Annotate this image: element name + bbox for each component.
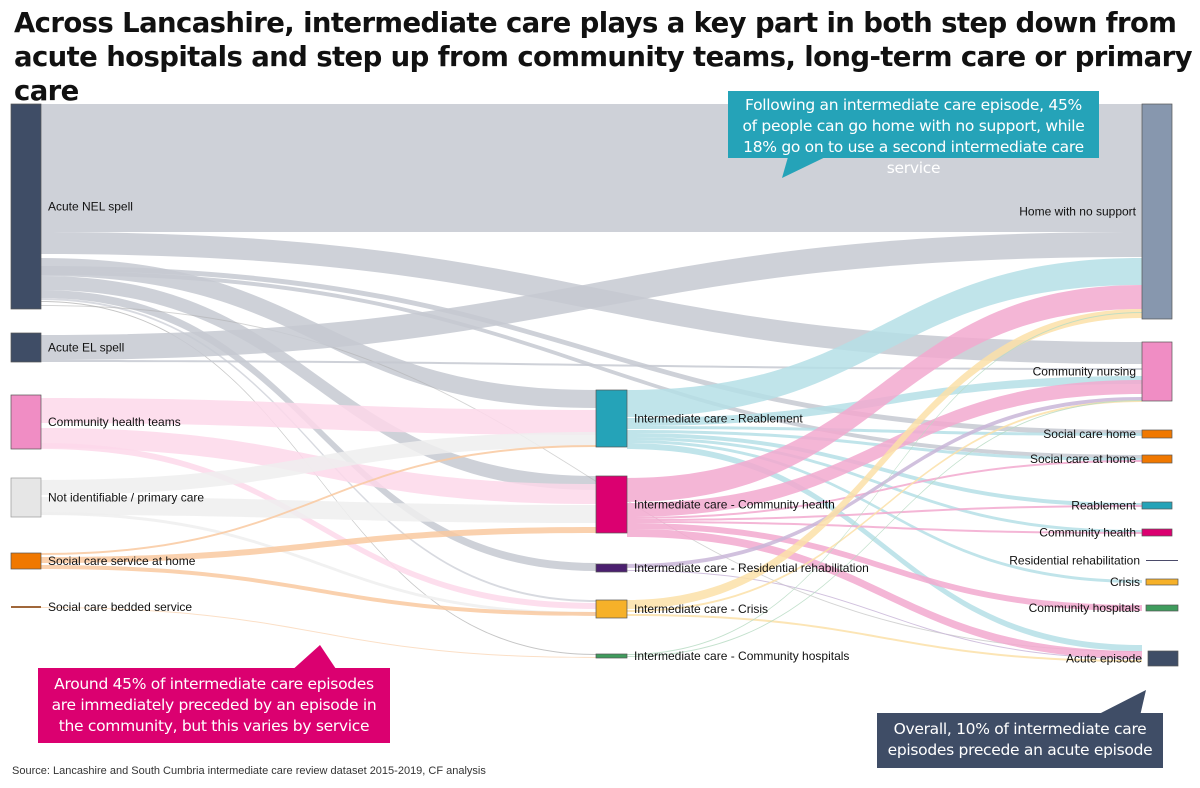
- flow-link: [41, 527, 596, 563]
- flow-link: [627, 400, 1142, 657]
- intermediate-node[interactable]: [595, 653, 628, 659]
- flow-link: [627, 426, 1142, 436]
- outcome-label: Social care at home: [1030, 452, 1136, 466]
- flow-link: [41, 607, 596, 658]
- outcome-label: Social care home: [1043, 427, 1136, 441]
- outcome-label: Community health: [1039, 526, 1136, 540]
- flow-link: [41, 360, 1142, 370]
- outcome-node[interactable]: [1141, 501, 1173, 510]
- source-node[interactable]: [10, 552, 42, 570]
- intermediate-label: Intermediate care - Crisis: [634, 602, 768, 616]
- page-title: Across Lancashire, intermediate care pla…: [14, 7, 1193, 107]
- flow-link: [627, 433, 1142, 507]
- flow-link: [627, 380, 1142, 517]
- flow-link: [627, 614, 1142, 662]
- intermediate-node[interactable]: [595, 475, 628, 534]
- outcome-node[interactable]: [1146, 560, 1178, 561]
- source-node[interactable]: [10, 332, 42, 363]
- flow-link: [41, 443, 596, 609]
- outcome-node[interactable]: [1141, 528, 1173, 537]
- flow-link: [627, 309, 1142, 609]
- outcome-label: Crisis: [1110, 575, 1140, 589]
- flow-link: [627, 523, 1142, 611]
- flow-link: [627, 285, 1142, 502]
- intermediate-node[interactable]: [595, 563, 628, 573]
- flow-link: [627, 312, 1142, 655]
- intermediate-node[interactable]: [595, 599, 628, 619]
- outcome-label: Community nursing: [1033, 365, 1136, 379]
- outcome-node[interactable]: [1147, 650, 1179, 667]
- flow-link: [41, 512, 596, 615]
- outcome-node[interactable]: [1141, 341, 1173, 402]
- flow-link: [41, 232, 1142, 360]
- flow-link: [627, 258, 1142, 417]
- flow-link: [627, 460, 1142, 519]
- flow-link: [41, 497, 596, 523]
- flow-link: [41, 305, 1142, 652]
- outcome-label: Residential rehabilitation: [1009, 554, 1140, 568]
- flow-link: [627, 505, 1142, 521]
- outcome-label: Home with no support: [1019, 205, 1136, 219]
- flow-link: [41, 432, 596, 495]
- outcome-node[interactable]: [1141, 429, 1173, 439]
- flow-link: [41, 445, 596, 555]
- flow-link: [41, 276, 596, 490]
- outcome-node[interactable]: [1141, 454, 1173, 464]
- callout-top: Following an intermediate care episode, …: [728, 91, 1099, 177]
- outcome-label: Community hospitals: [1029, 601, 1140, 615]
- outcome-node[interactable]: [1145, 604, 1179, 612]
- flow-link: [41, 565, 596, 616]
- flow-link: [627, 570, 1142, 659]
- outcome-label: Reablement: [1071, 499, 1136, 513]
- source-node[interactable]: [10, 394, 42, 450]
- intermediate-label: Intermediate care - Reablement: [634, 412, 803, 426]
- source-node[interactable]: [11, 606, 41, 608]
- intermediate-label: Intermediate care - Residential rehabili…: [634, 561, 869, 575]
- source-label: Social care service at home: [48, 554, 196, 568]
- flow-link: [627, 521, 1142, 534]
- outcome-node[interactable]: [1145, 578, 1179, 586]
- flow-link: [41, 298, 596, 602]
- callout-right: Overall, 10% of intermediate care episod…: [877, 713, 1163, 768]
- flow-link: [41, 301, 596, 655]
- source-label: Acute EL spell: [48, 341, 124, 355]
- flow-link: [627, 529, 1142, 659]
- source-label: Social care bedded service: [48, 600, 192, 614]
- source-node[interactable]: [10, 477, 42, 518]
- source-label: Acute NEL spell: [48, 200, 133, 214]
- outcome-node[interactable]: [1141, 103, 1173, 320]
- callout-left: Around 45% of intermediate care episodes…: [38, 668, 390, 743]
- intermediate-label: Intermediate care - Community hospitals: [634, 649, 849, 663]
- flow-link: [41, 266, 1142, 435]
- source-node[interactable]: [10, 103, 42, 310]
- intermediate-label: Intermediate care - Community health: [634, 498, 835, 512]
- source-note: Source: Lancashire and South Cumbria int…: [12, 765, 486, 777]
- flow-link: [627, 397, 1142, 568]
- flow-link: [627, 400, 1142, 612]
- flow-link: [627, 443, 1142, 651]
- flow-link: [41, 290, 596, 571]
- flow-link: [627, 440, 1142, 583]
- source-label: Community health teams: [48, 415, 181, 429]
- intermediate-node[interactable]: [595, 389, 628, 448]
- flow-link: [627, 437, 1142, 533]
- source-label: Not identifiable / primary care: [48, 491, 204, 505]
- outcome-label: Acute episode: [1066, 652, 1142, 666]
- flow-link: [41, 398, 596, 435]
